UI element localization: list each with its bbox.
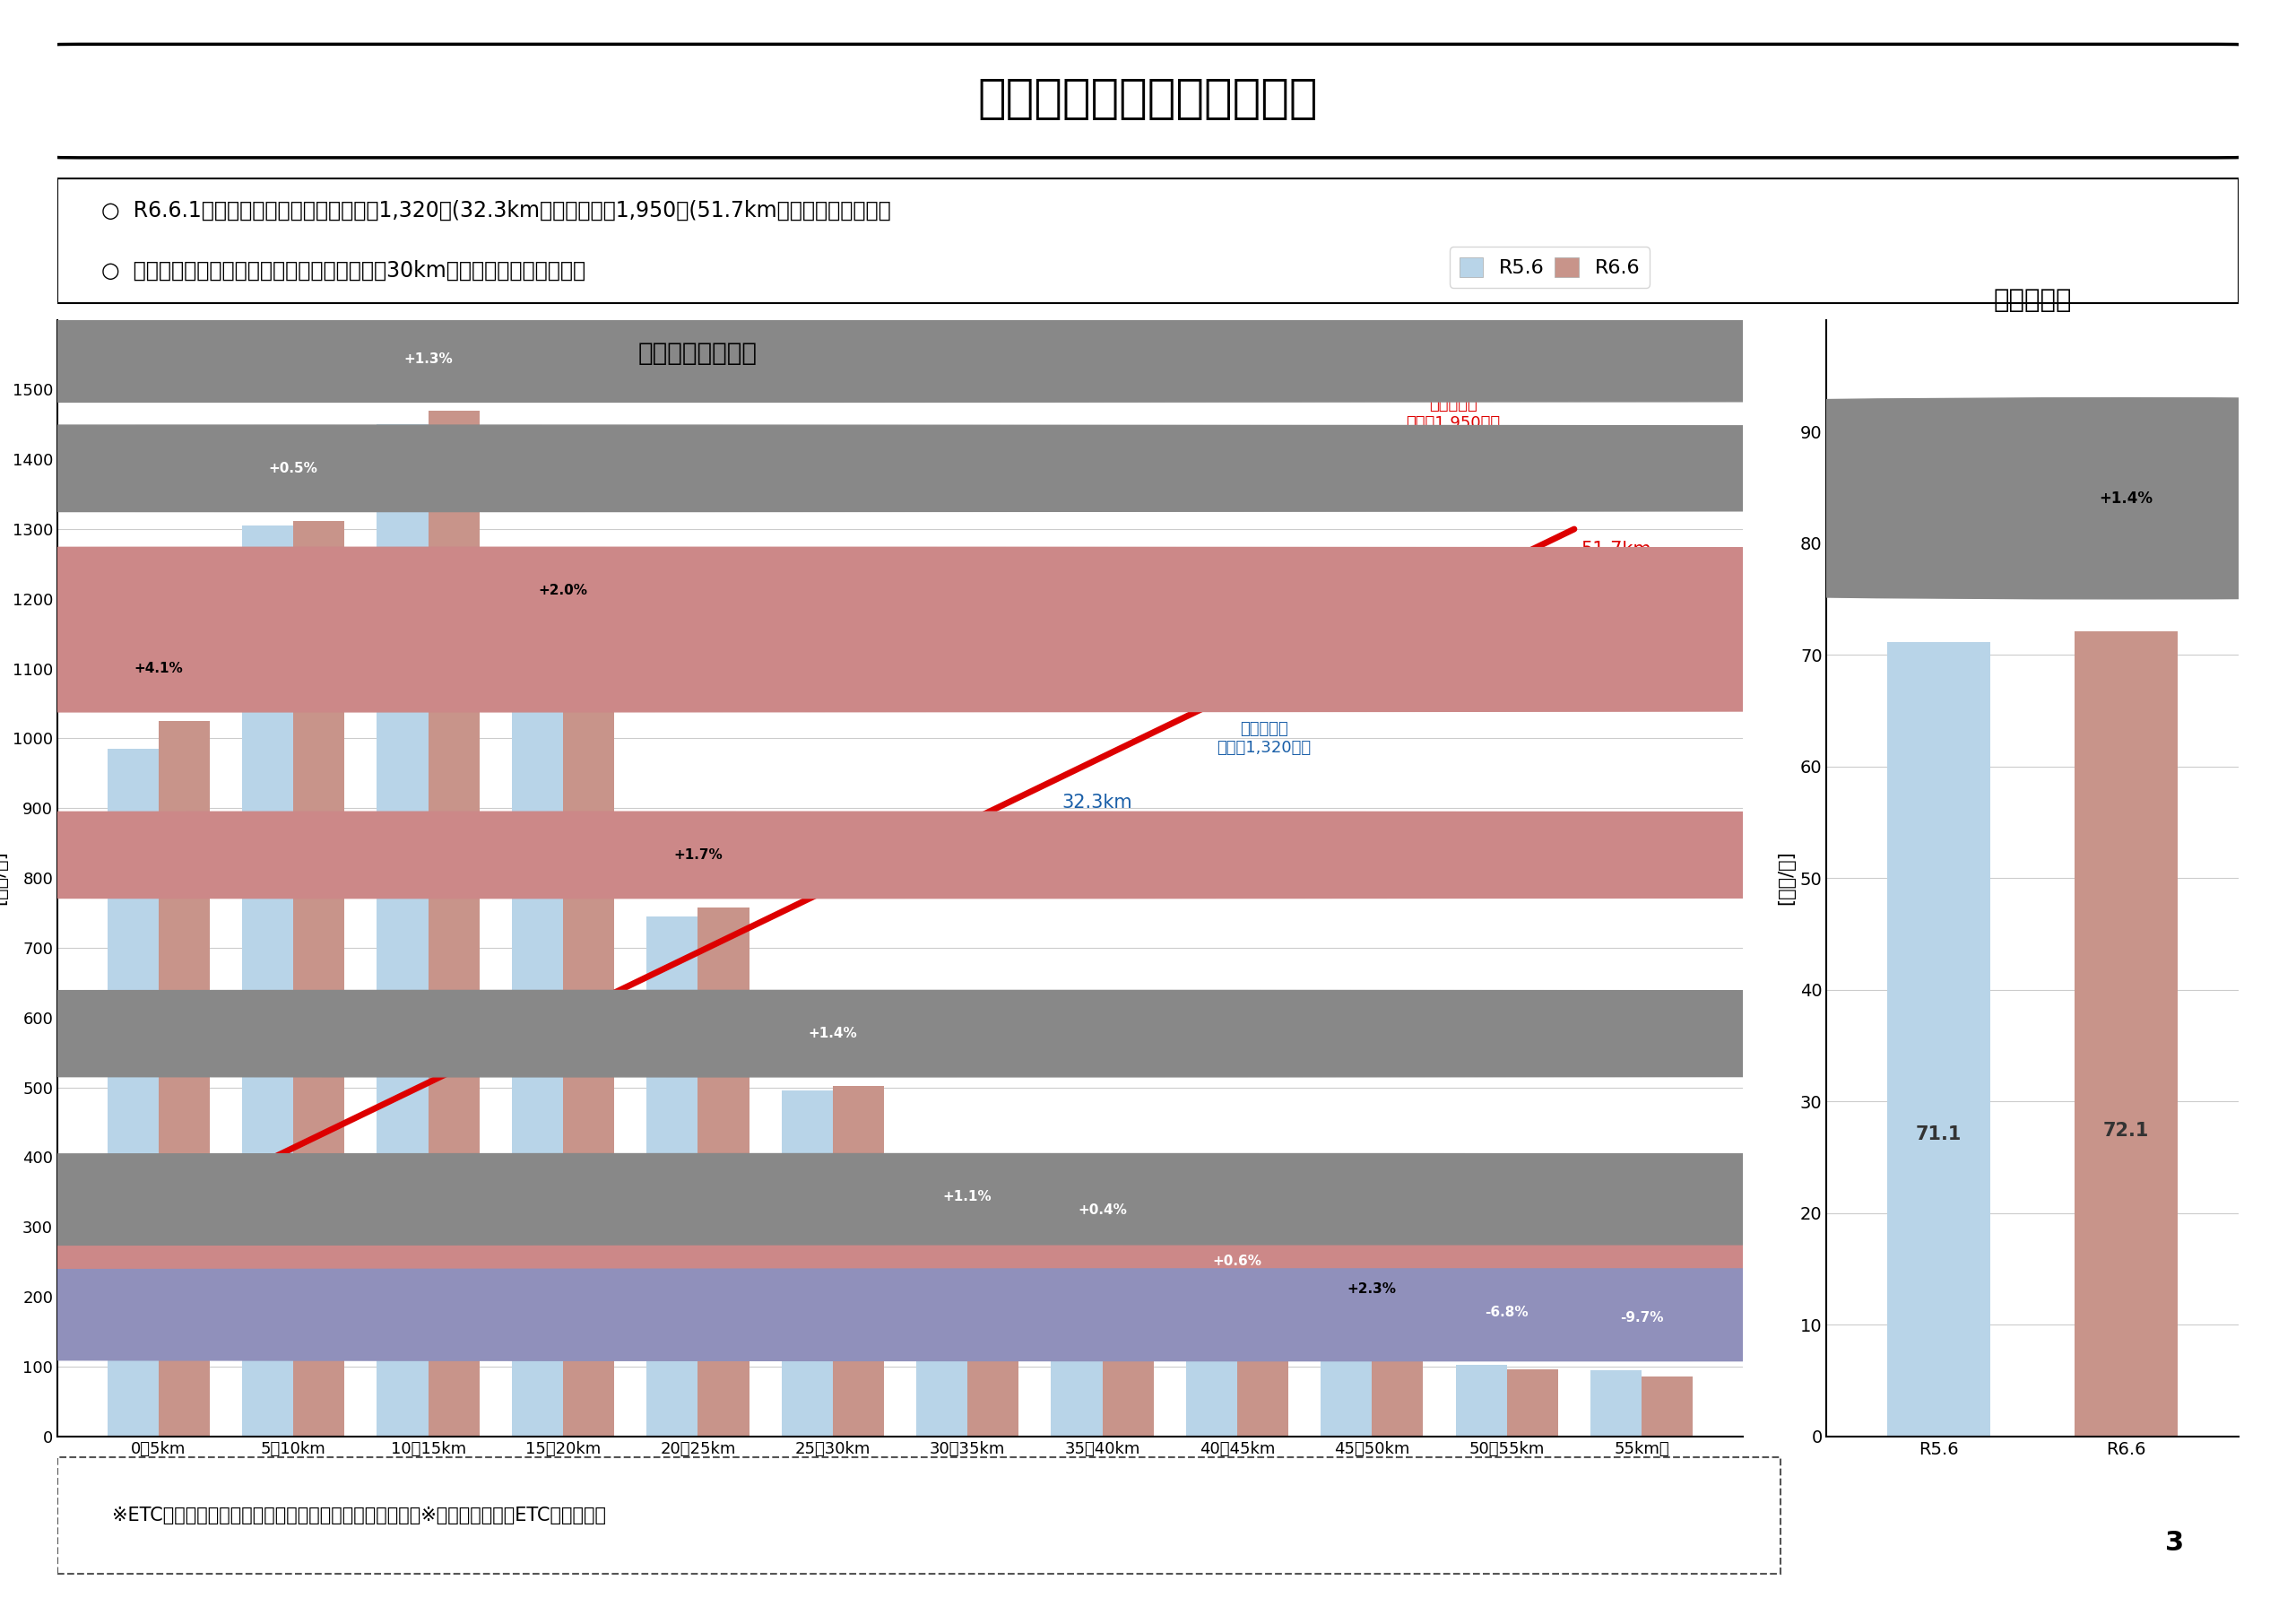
Bar (1373, 1341, 1424, 1436)
FancyBboxPatch shape (37, 44, 2259, 158)
Text: -6.8%: -6.8% (1486, 1306, 1529, 1319)
Bar (1506, 1369, 1559, 1436)
Text: 距離帯別の交通量: 距離帯別の交通量 (638, 341, 758, 365)
Text: 従来の料金
（上限1,320円）: 従来の料金 （上限1,320円） (1217, 721, 1311, 755)
Title: 全体交通量: 全体交通量 (1993, 287, 2071, 313)
Bar (1187, 1314, 1238, 1436)
Circle shape (441, 398, 2296, 599)
Circle shape (0, 425, 2296, 512)
Bar (294, 521, 344, 1436)
Text: 利用距離: 利用距離 (1722, 1515, 1759, 1530)
Text: 3: 3 (2165, 1530, 2183, 1556)
Bar (427, 411, 480, 1436)
Bar (1591, 1371, 1642, 1436)
Circle shape (0, 547, 2296, 633)
Circle shape (0, 1168, 2296, 1254)
Bar (2076, 632, 2177, 1436)
Text: +1.1%: +1.1% (944, 1190, 992, 1203)
Bar (377, 424, 427, 1436)
Text: +2.3%: +2.3% (1348, 1283, 1396, 1296)
Text: 新しい料金
（上限1,950円）: 新しい料金 （上限1,950円） (1405, 396, 1499, 432)
Bar (698, 908, 748, 1436)
Text: 32.3km: 32.3km (1061, 794, 1132, 812)
Bar (647, 916, 698, 1436)
Text: +2.0%: +2.0% (537, 583, 588, 598)
Y-axis label: [百台/日]: [百台/日] (0, 851, 7, 905)
Bar (916, 1252, 967, 1436)
Bar (1052, 1263, 1102, 1436)
Text: +1.4%: +1.4% (2099, 490, 2154, 507)
Text: 51.7km: 51.7km (1582, 541, 1651, 559)
Text: +4.1%: +4.1% (133, 663, 184, 676)
Text: +1.7%: +1.7% (673, 848, 723, 862)
Bar (1320, 1343, 1373, 1436)
Y-axis label: [万台/日]: [万台/日] (1777, 851, 1795, 905)
Circle shape (0, 315, 2296, 403)
Bar (1102, 1262, 1153, 1436)
Text: ○  R6.6.1から、阪神高速の上限料金を、1,320円(32.3kmの料金）から1,950円(51.7kmの料金）に見直し。: ○ R6.6.1から、阪神高速の上限料金を、1,320円(32.3kmの料金）か… (101, 200, 891, 221)
Text: 71.1: 71.1 (1915, 1125, 1963, 1143)
Bar (158, 721, 209, 1436)
Text: +0.5%: +0.5% (269, 461, 317, 476)
Text: 阪神高速の距離帯別交通量: 阪神高速の距離帯別交通量 (978, 75, 1318, 122)
Bar (563, 643, 615, 1436)
Bar (241, 526, 294, 1436)
Bar (781, 1091, 833, 1436)
Circle shape (0, 625, 2296, 711)
Bar (1456, 1364, 1506, 1436)
Bar (967, 1249, 1019, 1436)
Circle shape (0, 1218, 2296, 1304)
Bar (1642, 1376, 1692, 1436)
Circle shape (0, 812, 2296, 898)
Circle shape (0, 1268, 2296, 1356)
FancyBboxPatch shape (57, 179, 2239, 304)
Circle shape (0, 1246, 2296, 1332)
Text: 72.1: 72.1 (2103, 1122, 2149, 1140)
Text: +1.4%: +1.4% (808, 1026, 856, 1041)
Bar (1238, 1314, 1288, 1436)
Text: +1.3%: +1.3% (404, 352, 452, 365)
Circle shape (0, 1153, 2296, 1241)
Bar (1887, 643, 1991, 1436)
Bar (512, 658, 563, 1436)
Bar (833, 1086, 884, 1436)
Circle shape (0, 991, 2296, 1077)
Text: +0.6%: +0.6% (1212, 1254, 1263, 1268)
Text: -9.7%: -9.7% (1621, 1311, 1662, 1325)
Text: ※ETCデータにより集計（平日平均・特異日を除く）　　※料金は普通車（ETC車）の場合: ※ETCデータにより集計（平日平均・特異日を除く） ※料金は普通車（ETC車）の… (113, 1507, 606, 1525)
FancyBboxPatch shape (57, 1457, 1782, 1574)
Text: ○  Ｒ５年度比で全体交通量は増加しているが、30km以上の利用は減少傾向。: ○ Ｒ５年度比で全体交通量は増加しているが、30km以上の利用は減少傾向。 (101, 260, 585, 281)
Text: 下限料金300円: 下限料金300円 (250, 1283, 335, 1299)
Circle shape (0, 1275, 2296, 1361)
Bar (108, 749, 158, 1436)
Text: +0.4%: +0.4% (1077, 1203, 1127, 1216)
Legend: R5.6, R6.6: R5.6, R6.6 (1449, 247, 1651, 287)
